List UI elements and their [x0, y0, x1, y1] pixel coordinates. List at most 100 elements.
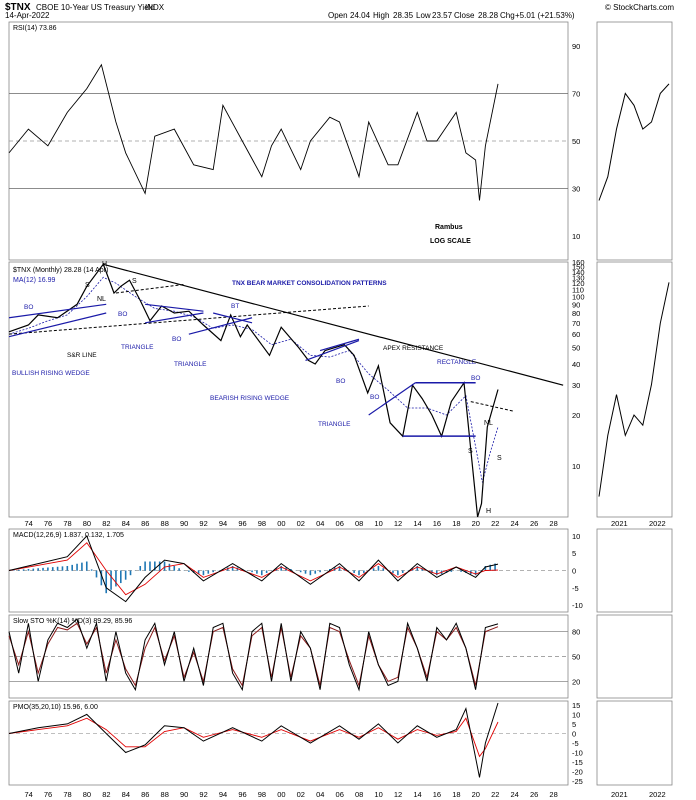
macd-histogram-bar [56, 566, 59, 571]
price-y-tick: 100 [572, 293, 585, 302]
ticker-title: $TNX [5, 2, 31, 13]
ma-title: MA(12) 16.99 [13, 277, 56, 284]
x-tick-label: 82 [102, 790, 110, 799]
sto-title: Slow STO %K(14) %D(3) 89.29, 85.96 [13, 618, 132, 625]
inset-x-tick: 2022 [649, 790, 666, 799]
x-tick-label: 08 [355, 790, 363, 799]
macd-histogram-bar [231, 566, 234, 571]
x-tick-label: 86 [141, 519, 149, 528]
open-label: Open [328, 11, 348, 20]
label-s-right: S [132, 278, 137, 285]
inset-pmo-panel [596, 700, 673, 786]
high-value: 28.35 [393, 11, 414, 20]
price-title: $TNX (Monthly) 28.28 (14 Apr) [13, 267, 108, 274]
inset-price-line [598, 282, 670, 497]
macd-histogram-bar [392, 570, 394, 573]
x-tick-label: 06 [336, 790, 344, 799]
macd-histogram-bar [90, 569, 93, 571]
sr-line [8, 305, 369, 335]
macd-histogram-bar [353, 570, 355, 573]
macd-histogram-bar [431, 570, 433, 573]
sto-y-tick: 80 [572, 628, 580, 637]
ma-line [8, 276, 499, 483]
macd-histogram-bar [81, 562, 83, 571]
macd-histogram-bar [382, 568, 385, 571]
macd-histogram-bar [85, 561, 88, 571]
triangle-3-lower [368, 382, 416, 416]
x-tick-label: 04 [316, 519, 324, 528]
macd-histogram-bar [212, 570, 214, 573]
label-triangle-3: TRIANGLE [318, 421, 351, 428]
inset-x-tick: 2021 [611, 790, 628, 799]
price-line [8, 263, 499, 518]
x-tick-label: 18 [452, 790, 460, 799]
x-tick-label: 10 [374, 519, 382, 528]
x-tick-label: 16 [433, 790, 441, 799]
chart-draw-layer: 74 76 78 80 82 84 86 88 90 92 94 96 98 00 02 04 06 08 10 12… [8, 42, 670, 799]
macd-histogram-bar [51, 567, 54, 571]
x-tick-label: 94 [219, 519, 227, 528]
price-y-tick: 160 [572, 258, 585, 267]
inset-price-panel [596, 261, 673, 518]
x-tick-label: 98 [258, 790, 266, 799]
x-tick-label: 26 [530, 790, 538, 799]
triangle-1-upper [145, 303, 204, 312]
macd-histogram-bar [42, 567, 44, 571]
label-apex-resistance: APEX RESISTANCE [383, 345, 444, 352]
label-bullish-wedge: BULLISH RISING WEDGE [12, 370, 90, 377]
neckline-top [115, 283, 185, 294]
macd-histogram-bar [37, 568, 39, 571]
x-tick-label: 28 [549, 519, 557, 528]
x-tick-label: 78 [63, 790, 71, 799]
pmo-y-tick: -10 [572, 749, 583, 758]
x-tick-label: 22 [491, 519, 499, 528]
macd-histogram-bar [358, 570, 360, 576]
x-tick-label: 26 [530, 519, 538, 528]
sto-d-line [8, 622, 499, 688]
triangle-1-lower [145, 312, 204, 324]
ticker-subtitle: CBOE 10-Year US Treasury Yield [36, 3, 155, 12]
inset-x-tick: 2021 [611, 519, 628, 528]
triangle-2-upper [213, 312, 253, 324]
macd-histogram-bar [372, 568, 375, 571]
x-tick-label: 96 [238, 519, 246, 528]
label-h-bottom: H [486, 508, 491, 515]
neckline-bottom [470, 401, 515, 412]
price-y-tick: 130 [572, 273, 585, 282]
rsi-y-tick: 90 [572, 42, 580, 51]
macd-histogram-bar [95, 570, 98, 578]
pmo-y-tick: 0 [572, 729, 576, 738]
sto-panel [8, 614, 569, 699]
x-tick-label: 12 [394, 519, 402, 528]
wedge-upper-line [8, 303, 107, 319]
macd-histogram-bar [251, 570, 253, 573]
macd-histogram-bar [154, 561, 156, 571]
macd-histogram-bar [207, 570, 210, 574]
x-tick-label: 14 [413, 790, 421, 799]
macd-y-tick: 10 [572, 532, 580, 541]
x-tick-label: 82 [102, 519, 110, 528]
price-y-tick: 70 [572, 319, 580, 328]
x-tick-label: 08 [355, 519, 363, 528]
macd-y-tick: 5 [572, 549, 576, 558]
macd-histogram-bar [474, 570, 477, 576]
macd-histogram-bar [421, 568, 423, 571]
x-tick-label: 80 [83, 519, 91, 528]
price-y-tick: 150 [572, 263, 585, 272]
x-tick-label: 92 [199, 790, 207, 799]
x-tick-label: 02 [297, 790, 305, 799]
macd-histogram-bar [178, 568, 180, 571]
x-tick-label: 16 [433, 519, 441, 528]
log-scale-label: LOG SCALE [430, 238, 471, 245]
macd-histogram-bar [329, 569, 331, 571]
macd-histogram-bar [158, 561, 161, 571]
low-label: Low [416, 11, 431, 20]
rsi-title: RSI(14) 73.86 [13, 25, 57, 32]
macd-histogram-bar [309, 570, 312, 576]
x-tick-label: 24 [511, 790, 519, 799]
macd-y-tick: 0 [572, 567, 576, 576]
x-tick-label: 76 [44, 519, 52, 528]
macd-histogram-bar [202, 570, 205, 576]
macd-histogram-bar [290, 569, 292, 571]
